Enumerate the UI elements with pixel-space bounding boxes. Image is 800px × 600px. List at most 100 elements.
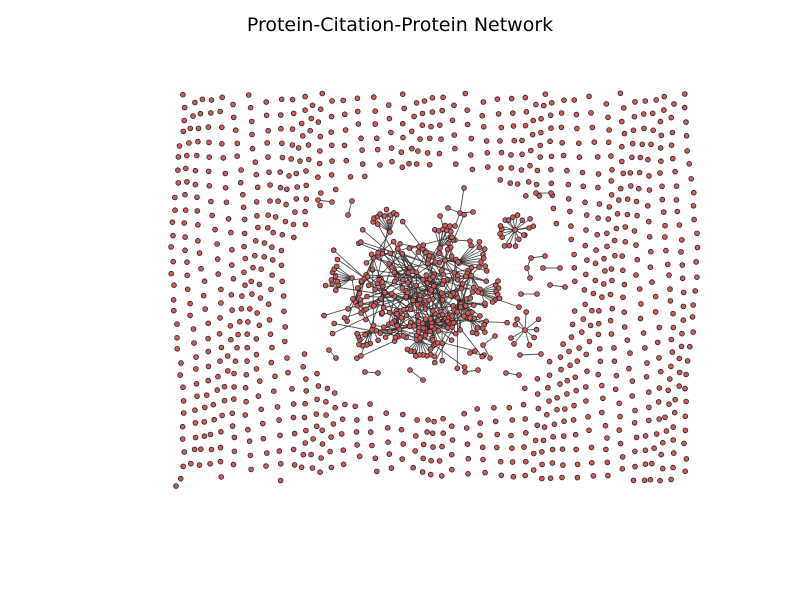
node [253, 366, 260, 372]
node [613, 225, 620, 232]
node [172, 194, 178, 201]
node [365, 282, 372, 289]
node [604, 435, 610, 441]
node [196, 250, 203, 256]
node [317, 106, 324, 112]
node [180, 384, 186, 391]
node [571, 402, 577, 409]
node [328, 277, 335, 283]
node [694, 244, 701, 251]
node [200, 292, 207, 299]
node [386, 218, 393, 225]
node [193, 380, 200, 387]
node [390, 238, 397, 245]
node [608, 178, 614, 184]
node [497, 177, 504, 183]
node [297, 158, 303, 164]
node [509, 110, 516, 116]
node [454, 277, 461, 283]
node [519, 151, 525, 158]
node [511, 341, 517, 347]
node [343, 157, 350, 164]
node [175, 180, 182, 186]
node [309, 465, 316, 471]
node [569, 321, 576, 328]
node [469, 329, 476, 336]
node [225, 216, 232, 222]
node [562, 284, 568, 290]
node [658, 158, 664, 165]
node [244, 344, 251, 351]
node [605, 472, 611, 479]
node [668, 336, 675, 343]
node [278, 247, 285, 254]
node [240, 191, 246, 198]
node [465, 470, 471, 477]
node [559, 140, 565, 146]
node [369, 442, 375, 449]
node-layer [168, 90, 701, 489]
node [629, 154, 635, 161]
node [302, 208, 308, 215]
node [622, 224, 629, 230]
node [190, 113, 196, 119]
node [575, 140, 582, 147]
node [316, 160, 323, 167]
node [328, 129, 335, 136]
node [305, 142, 312, 148]
edge [504, 229, 516, 247]
chart-title: Protein-Citation-Protein Network [246, 14, 554, 36]
node [583, 227, 589, 233]
node [368, 251, 375, 258]
node [445, 205, 451, 211]
node [248, 278, 255, 285]
node [634, 256, 641, 263]
node [358, 352, 364, 359]
node [176, 143, 183, 149]
node [307, 127, 314, 134]
edge [457, 248, 485, 263]
node [550, 205, 557, 212]
node [303, 196, 310, 202]
node [585, 413, 591, 420]
node [642, 447, 649, 454]
node [237, 179, 244, 186]
node [430, 283, 437, 289]
node [355, 121, 362, 127]
node [406, 245, 413, 252]
node [421, 98, 428, 104]
node [399, 120, 406, 127]
node [205, 320, 212, 327]
node [386, 451, 393, 457]
node [595, 371, 601, 378]
node [228, 336, 234, 343]
node [269, 272, 275, 279]
node [205, 348, 212, 355]
node [179, 436, 186, 442]
node [487, 355, 493, 361]
node [646, 173, 652, 179]
node [645, 389, 652, 396]
node [567, 362, 573, 369]
node [571, 308, 578, 314]
node [523, 109, 530, 115]
node [688, 176, 694, 182]
node [691, 216, 697, 223]
node [409, 268, 416, 275]
node [680, 317, 687, 324]
node [658, 132, 665, 139]
node [386, 328, 393, 335]
node [565, 181, 572, 188]
node [277, 477, 284, 484]
node [252, 159, 259, 166]
node [220, 155, 227, 161]
node [303, 168, 309, 174]
node [454, 309, 461, 315]
node [650, 127, 656, 134]
node [537, 154, 543, 160]
node [632, 407, 638, 414]
node [474, 325, 481, 331]
node [482, 300, 488, 307]
node [426, 162, 433, 168]
node [308, 115, 315, 122]
